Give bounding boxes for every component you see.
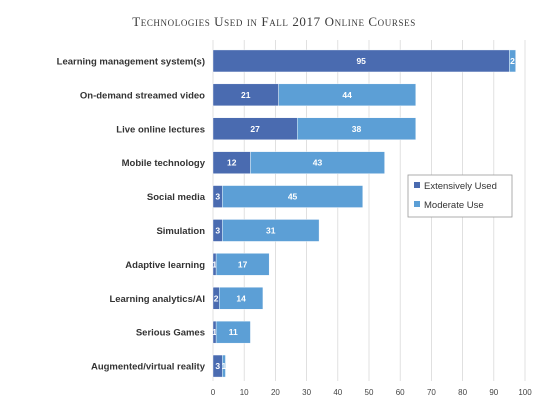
category-labels: Learning management system(s) On-demand s…: [57, 56, 206, 372]
bar-moderate-use: [222, 354, 226, 378]
x-tick-label: 100: [518, 388, 532, 397]
category-label: Augmented/virtual reality: [91, 362, 206, 373]
data-label: 14: [236, 293, 246, 303]
data-label: 3: [215, 361, 220, 371]
data-label: 27: [250, 124, 260, 134]
data-label: 44: [342, 90, 352, 100]
x-tick-label: 40: [333, 388, 342, 397]
category-label: Simulation: [156, 226, 205, 237]
data-label: 43: [313, 158, 323, 168]
data-label: 2: [510, 56, 515, 66]
category-label: Learning analytics/AI: [109, 294, 205, 305]
data-label: 21: [241, 90, 251, 100]
category-label: Social media: [147, 192, 206, 203]
bar-moderate-use: [215, 253, 270, 276]
x-tick-label: 50: [365, 388, 374, 397]
category-label: Learning management system(s): [57, 56, 205, 67]
chart-title: Technologies Used in Fall 2017 Online Co…: [132, 14, 416, 29]
x-tick-label: 0: [211, 388, 216, 397]
x-tick-label: 90: [489, 388, 498, 397]
category-label: Mobile technology: [122, 158, 206, 169]
x-axis-ticks: 0 10 20 30 40 50 60 70 80 90 100: [211, 388, 532, 397]
data-label: 12: [227, 158, 237, 168]
category-label: Live online lectures: [116, 124, 205, 135]
category-label: Adaptive learning: [125, 260, 205, 271]
bar-moderate-use: [509, 49, 516, 73]
category-label: Serious Games: [136, 328, 205, 339]
x-tick-label: 10: [240, 388, 249, 397]
bar-moderate-use: [219, 287, 264, 310]
bar-moderate-use: [278, 83, 416, 107]
bar-moderate-use: [222, 219, 320, 242]
bar-moderate-use: [215, 320, 251, 344]
data-label: 45: [288, 192, 298, 202]
bar-moderate-use: [222, 185, 363, 208]
data-label: 2: [214, 293, 219, 303]
x-tick-label: 60: [396, 388, 405, 397]
legend-label-extensively-used: Extensively Used: [424, 181, 497, 192]
legend-label-moderate-use: Moderate Use: [424, 200, 484, 211]
legend-swatch-moderate-use: [414, 201, 420, 207]
data-label: 11: [229, 327, 238, 337]
data-label: 3: [215, 192, 220, 202]
data-label: 1: [212, 259, 217, 269]
legend: Extensively Used Moderate Use: [407, 174, 513, 218]
data-label: 3: [215, 225, 220, 235]
data-label: 95: [356, 56, 366, 66]
x-tick-label: 20: [271, 388, 280, 397]
data-label: 17: [238, 259, 248, 269]
bar-moderate-use: [250, 151, 385, 174]
legend-box: [407, 174, 513, 218]
x-tick-label: 80: [458, 388, 467, 397]
data-label: 31: [266, 225, 276, 235]
bar-moderate-use: [297, 117, 416, 140]
x-tick-label: 30: [302, 388, 311, 397]
legend-swatch-extensively-used: [414, 182, 420, 188]
data-label: 1: [222, 361, 227, 371]
x-tick-label: 70: [427, 388, 436, 397]
data-label: 38: [352, 124, 362, 134]
category-label: On-demand streamed video: [80, 90, 205, 101]
data-label: 1: [212, 327, 217, 337]
